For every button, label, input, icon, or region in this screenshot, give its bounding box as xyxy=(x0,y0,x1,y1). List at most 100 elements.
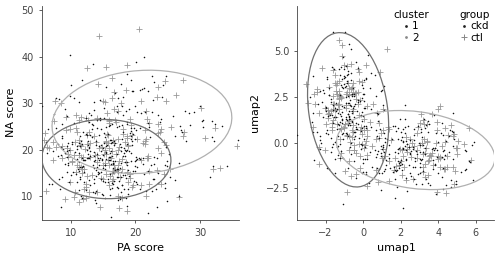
Point xyxy=(318,100,326,104)
Point xyxy=(126,117,134,121)
Point xyxy=(378,154,386,158)
Point xyxy=(100,131,108,135)
Point xyxy=(76,118,84,122)
Point xyxy=(99,153,107,157)
Point xyxy=(356,80,364,84)
Point xyxy=(92,189,100,193)
Point xyxy=(441,153,449,157)
Point xyxy=(104,124,112,128)
Point xyxy=(328,68,336,72)
Point xyxy=(93,125,101,130)
Point xyxy=(42,140,50,145)
Point xyxy=(98,193,106,197)
Point xyxy=(450,157,458,161)
Point xyxy=(149,98,157,102)
Point xyxy=(364,53,372,57)
Point xyxy=(80,170,88,175)
Point xyxy=(78,165,86,169)
Point xyxy=(94,133,102,137)
Point xyxy=(342,73,350,77)
Point xyxy=(461,148,469,152)
Point xyxy=(114,194,122,198)
Point xyxy=(327,100,335,104)
Point xyxy=(336,142,344,146)
Point xyxy=(342,92,350,96)
Point xyxy=(352,176,360,180)
Point xyxy=(422,146,430,150)
Point xyxy=(121,140,129,144)
Point xyxy=(57,100,65,105)
Point xyxy=(406,151,413,155)
Point xyxy=(126,107,134,111)
Point xyxy=(322,105,330,109)
Point xyxy=(338,104,345,108)
Point xyxy=(110,143,118,147)
Point xyxy=(320,88,328,92)
Point xyxy=(378,188,386,192)
Point xyxy=(66,179,74,184)
Point xyxy=(350,94,358,98)
Point xyxy=(138,87,146,91)
Point xyxy=(113,110,121,114)
Point xyxy=(144,156,152,160)
Point xyxy=(170,114,177,118)
Point xyxy=(128,126,136,131)
Point xyxy=(105,183,113,187)
Point xyxy=(78,196,86,200)
Point xyxy=(416,127,424,131)
Point xyxy=(308,120,316,124)
Point xyxy=(106,187,114,191)
Point xyxy=(186,111,194,115)
Point xyxy=(354,90,362,94)
Point xyxy=(398,162,406,166)
Point xyxy=(198,119,205,123)
Point xyxy=(426,183,434,187)
Point xyxy=(116,195,124,199)
Point xyxy=(346,98,354,102)
Point xyxy=(102,143,110,147)
Point xyxy=(58,144,66,148)
Point xyxy=(76,133,84,138)
Point xyxy=(137,99,145,103)
Point xyxy=(84,156,92,161)
Point xyxy=(70,96,78,100)
Point xyxy=(351,134,359,138)
Point xyxy=(377,151,385,155)
Point xyxy=(119,173,127,177)
Point xyxy=(418,165,426,169)
Point xyxy=(134,182,141,186)
Point xyxy=(132,164,140,169)
Point xyxy=(316,134,324,138)
Point xyxy=(344,134,352,138)
Point xyxy=(123,134,131,138)
Point xyxy=(77,139,85,143)
Point xyxy=(128,139,136,143)
Point xyxy=(93,166,101,170)
Point xyxy=(163,199,171,203)
Point xyxy=(342,122,349,126)
Point xyxy=(434,157,442,161)
Point xyxy=(344,123,352,127)
Point xyxy=(113,167,121,171)
Point xyxy=(330,140,338,144)
Point xyxy=(340,202,347,206)
Point xyxy=(123,148,131,152)
Point xyxy=(349,123,357,127)
Point xyxy=(108,140,116,145)
Point xyxy=(342,134,350,138)
Point xyxy=(329,118,337,123)
Point xyxy=(148,189,156,193)
Point xyxy=(379,147,387,151)
Point xyxy=(322,106,330,110)
Point xyxy=(100,116,108,120)
Point xyxy=(144,154,152,158)
Point xyxy=(106,119,114,123)
X-axis label: umap1: umap1 xyxy=(376,243,416,254)
Point xyxy=(354,67,362,71)
Point xyxy=(71,140,79,144)
Point xyxy=(412,152,420,156)
Point xyxy=(84,152,92,156)
Point xyxy=(101,180,109,184)
Point xyxy=(348,92,356,96)
Point xyxy=(95,163,103,167)
